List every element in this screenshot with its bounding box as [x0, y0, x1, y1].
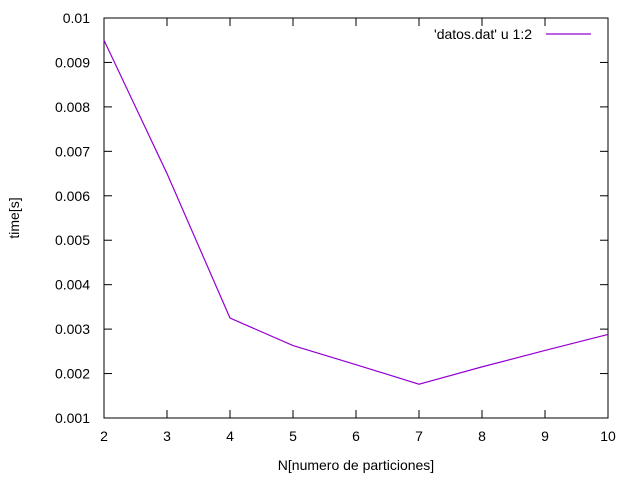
- y-tick-label: 0.003: [55, 321, 90, 337]
- legend-label: 'datos.dat' u 1:2: [434, 26, 532, 42]
- y-axis-title: time[s]: [6, 197, 22, 238]
- y-tick-label: 0.004: [55, 277, 90, 293]
- plot-area: [103, 17, 609, 419]
- y-tick-label: 0.005: [55, 232, 90, 248]
- y-tick-label: 0.009: [55, 54, 90, 70]
- plot-frame: [103, 17, 609, 419]
- x-axis-title: N[numero de particiones]: [278, 457, 434, 473]
- axis-ticks: [103, 17, 609, 419]
- x-axis-tick-labels: 2 3 4 5 6 7 8 9 10: [100, 428, 616, 444]
- series-layer: [103, 39, 609, 385]
- y-tick-label: 0.008: [55, 99, 90, 115]
- x-tick-label: 10: [600, 428, 616, 444]
- x-tick-label: 2: [100, 428, 108, 444]
- legend: 'datos.dat' u 1:2: [434, 26, 591, 42]
- y-tick-label: 0.01: [63, 10, 90, 26]
- y-tick-label: 0.001: [55, 410, 90, 426]
- x-tick-label: 3: [163, 428, 171, 444]
- x-tick-label: 9: [541, 428, 549, 444]
- x-tick-label: 8: [478, 428, 486, 444]
- x-tick-label: 4: [226, 428, 234, 444]
- x-tick-label: 7: [415, 428, 423, 444]
- x-tick-label: 6: [352, 428, 360, 444]
- y-tick-label: 0.007: [55, 143, 90, 159]
- series-line: [103, 39, 609, 385]
- x-tick-label: 5: [289, 428, 297, 444]
- y-tick-label: 0.006: [55, 188, 90, 204]
- y-axis-tick-labels: 0.001 0.002 0.003 0.004 0.005 0.006 0.007 0.008…: [55, 10, 90, 426]
- y-tick-label: 0.002: [55, 366, 90, 382]
